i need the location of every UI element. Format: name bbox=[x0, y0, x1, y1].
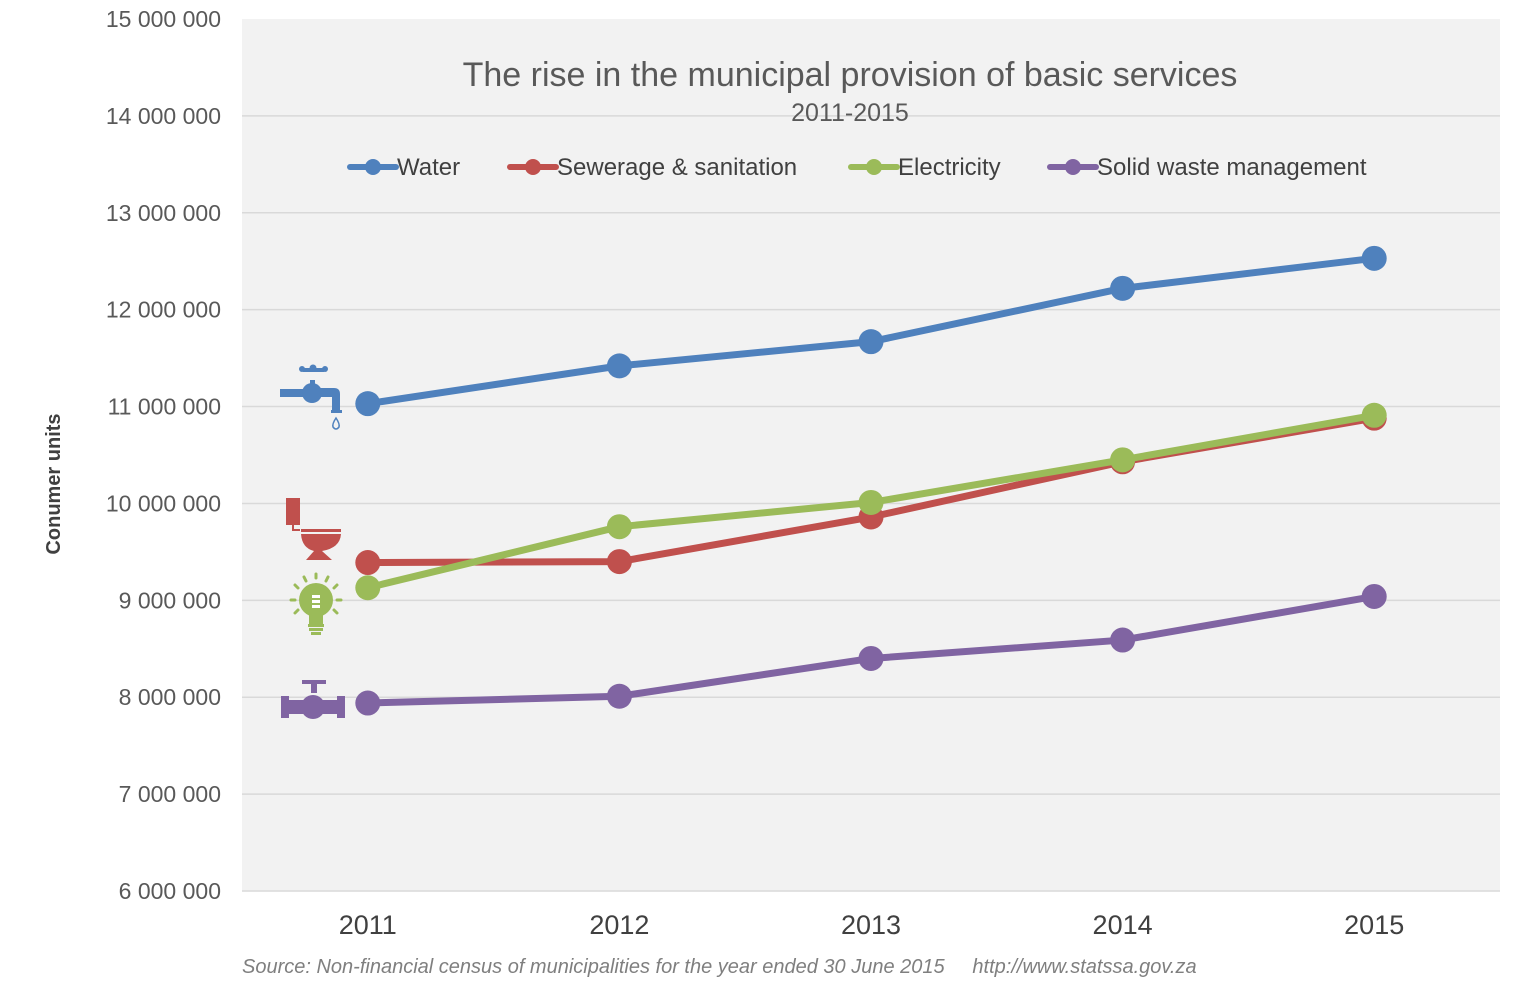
y-tick-label: 8 000 000 bbox=[119, 684, 221, 710]
series-electricity bbox=[355, 402, 1387, 601]
data-point bbox=[355, 391, 381, 417]
x-tick-label: 2014 bbox=[1093, 910, 1153, 940]
legend-marker bbox=[1065, 159, 1081, 175]
legend-label: Water bbox=[397, 154, 460, 181]
data-point bbox=[858, 489, 884, 515]
chart-title: The rise in the municipal provision of b… bbox=[463, 56, 1238, 94]
light-bulb-icon bbox=[289, 572, 343, 635]
y-tick-label: 9 000 000 bbox=[119, 587, 221, 613]
data-point bbox=[1361, 245, 1387, 271]
data-point bbox=[606, 353, 632, 379]
y-tick-label: 14 000 000 bbox=[106, 103, 221, 129]
y-tick-label: 13 000 000 bbox=[106, 200, 221, 226]
data-point bbox=[606, 549, 632, 575]
y-tick-label: 11 000 000 bbox=[108, 394, 221, 420]
plot-area bbox=[242, 19, 1500, 891]
data-point bbox=[1361, 402, 1387, 428]
gridlines bbox=[242, 115, 1500, 892]
y-tick-label: 12 000 000 bbox=[106, 297, 221, 323]
x-tick-label: 2015 bbox=[1344, 910, 1404, 940]
pipe-valve-icon bbox=[281, 680, 345, 719]
x-tick-label: 2013 bbox=[841, 910, 901, 940]
data-point bbox=[355, 690, 381, 716]
data-point bbox=[606, 683, 632, 709]
x-tick-label: 2012 bbox=[589, 910, 649, 940]
series-water bbox=[355, 245, 1387, 417]
legend-marker bbox=[866, 159, 882, 175]
y-axis-label: Conumer units bbox=[43, 413, 65, 554]
series-group bbox=[355, 245, 1387, 716]
y-tick-label: 6 000 000 bbox=[119, 878, 221, 904]
legend-item: Sewerage & sanitation bbox=[507, 154, 797, 181]
series-solid-waste-management bbox=[355, 583, 1387, 716]
toilet-icon bbox=[286, 498, 341, 560]
x-tick-label: 2011 bbox=[339, 910, 397, 940]
legend-item: Solid waste management bbox=[1047, 154, 1367, 181]
data-point bbox=[858, 329, 884, 355]
legend-item: Electricity bbox=[848, 154, 1001, 181]
water-tap-icon bbox=[280, 364, 342, 430]
data-point bbox=[858, 645, 884, 671]
y-axis-ticks: 6 000 000 7 000 000 8 000 000 9 000 000 10 0… bbox=[106, 6, 221, 904]
y-tick-label: 15 000 000 bbox=[106, 6, 221, 32]
legend-label: Electricity bbox=[898, 154, 1001, 181]
y-tick-label: 7 000 000 bbox=[119, 781, 221, 807]
chart-subtitle: 2011-2015 bbox=[791, 99, 909, 127]
data-point bbox=[355, 575, 381, 601]
legend-label: Solid waste management bbox=[1097, 154, 1367, 181]
data-point bbox=[1110, 275, 1136, 301]
legend-marker bbox=[365, 159, 381, 175]
data-point bbox=[606, 514, 632, 540]
legend-label: Sewerage & sanitation bbox=[557, 154, 797, 181]
legend-item: Water bbox=[347, 154, 460, 181]
x-axis-ticks: 2011 2012 2013 2014 2015 bbox=[339, 910, 1404, 940]
data-point bbox=[1110, 627, 1136, 653]
legend: Water Sewerage & sanitation Electricity Sol… bbox=[347, 154, 1367, 181]
data-point bbox=[1110, 447, 1136, 473]
y-tick-label: 10 000 000 bbox=[106, 490, 221, 516]
legend-marker bbox=[525, 159, 541, 175]
data-point bbox=[1361, 583, 1387, 609]
source-note: Source: Non-financial census of municipa… bbox=[242, 956, 1197, 978]
data-point bbox=[355, 550, 381, 576]
